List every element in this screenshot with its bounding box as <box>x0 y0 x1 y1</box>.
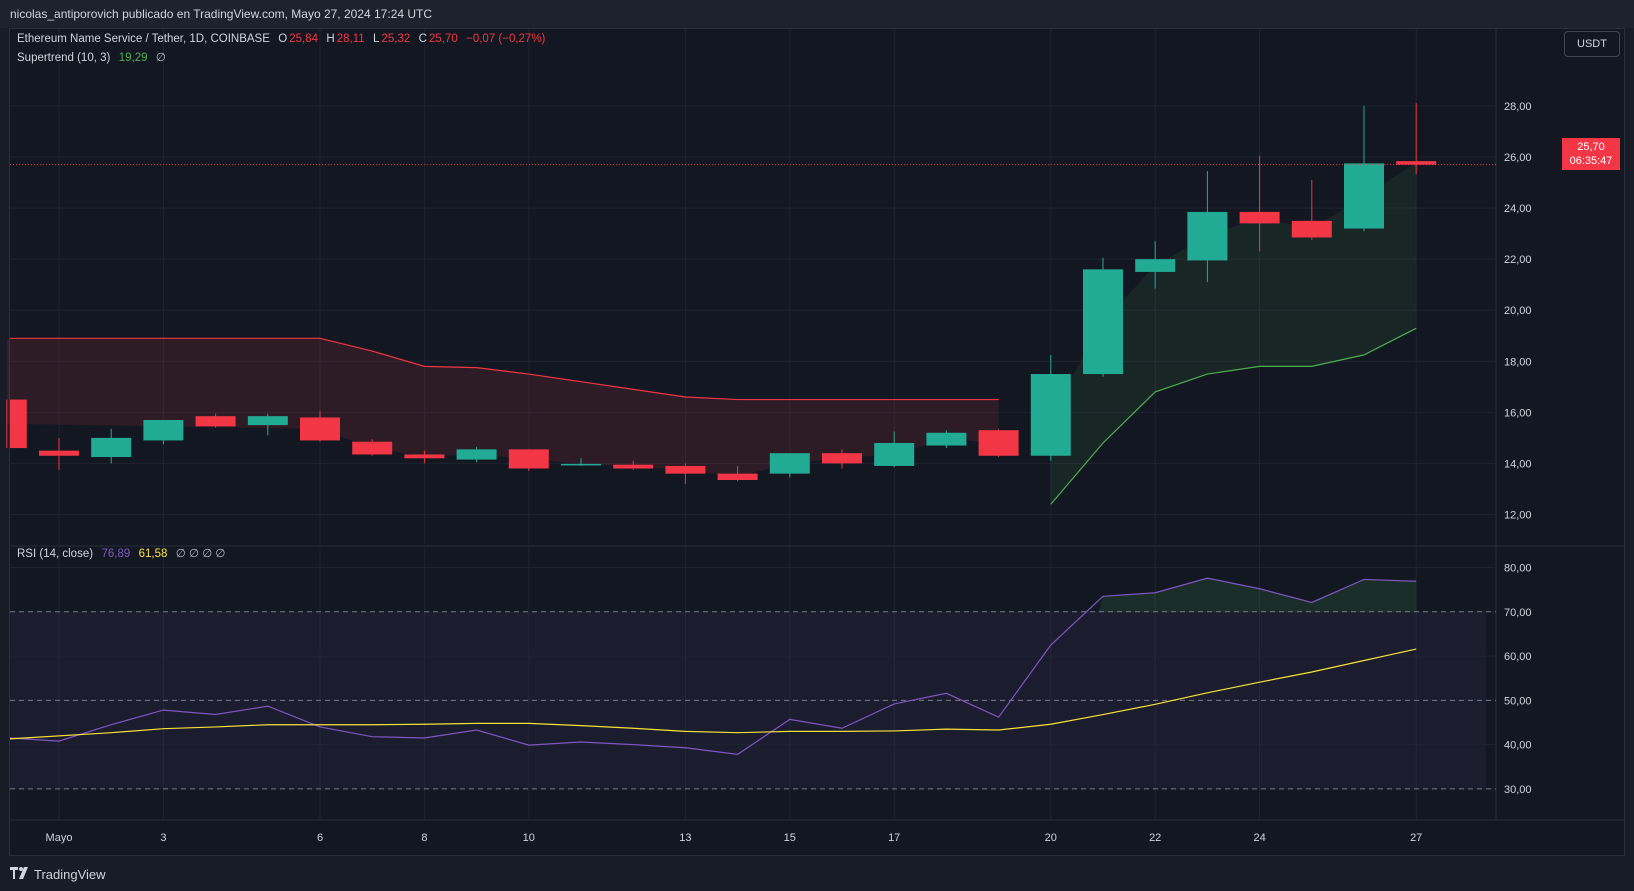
candle-body <box>1083 269 1123 375</box>
candle-body <box>1135 259 1176 272</box>
candle-body <box>300 417 340 441</box>
candle-body <box>91 437 132 458</box>
x-tick-label: 27 <box>1410 832 1422 844</box>
rsi-tick-label: 40,00 <box>1504 740 1532 752</box>
last-price-value: 25,70 <box>1577 141 1605 153</box>
supertrend-value: 19,29 <box>118 52 148 64</box>
candle-body <box>1030 374 1071 456</box>
x-tick-label: 24 <box>1253 832 1265 844</box>
tradingview-logo-text: TradingView <box>34 866 106 882</box>
x-tick-label: 22 <box>1149 832 1161 844</box>
rsi-line <box>9 577 1417 756</box>
close-label: C <box>418 33 427 45</box>
rsi-tick-label: 60,00 <box>1504 651 1532 663</box>
y-tick-label: 14,00 <box>1504 458 1532 470</box>
candle-body <box>1344 163 1384 229</box>
rsi-value: 76,89 <box>101 548 131 560</box>
supertrend-label[interactable]: Supertrend (10, 3) <box>17 52 111 64</box>
y-tick-label: 16,00 <box>1504 407 1532 419</box>
candle-body <box>1396 161 1437 165</box>
open-label: O <box>278 33 288 45</box>
candle-body <box>926 432 967 446</box>
rsi-ma-line <box>9 648 1417 740</box>
x-tick-label: 20 <box>1045 832 1057 844</box>
x-tick-label: Mayo <box>46 832 73 844</box>
main-legend: Ethereum Name Service / Tether, 1D, COIN… <box>17 33 547 45</box>
y-tick-label: 20,00 <box>1504 305 1532 317</box>
tradingview-logo[interactable]: TradingView <box>10 866 106 882</box>
supertrend-up-line <box>1050 327 1417 505</box>
candle-body <box>769 453 810 474</box>
supertrend-down-fill <box>6 338 999 477</box>
currency-button[interactable]: USDT <box>1564 31 1620 57</box>
rsi-tick-label: 30,00 <box>1504 784 1532 796</box>
bar-countdown: 06:35:47 <box>1569 155 1613 167</box>
x-tick-label: 8 <box>421 832 427 844</box>
candle-body <box>456 449 497 460</box>
rsi-tick-label: 70,00 <box>1504 607 1532 619</box>
candle-body <box>143 420 184 441</box>
footer-bar <box>0 857 1634 891</box>
rsi-extra: ∅ ∅ ∅ ∅ <box>175 548 226 560</box>
candle-body <box>561 463 601 466</box>
x-tick-label: 15 <box>784 832 796 844</box>
candle-body <box>39 450 79 456</box>
close-value: 25,70 <box>428 33 458 45</box>
candle-body <box>978 430 1019 456</box>
candle-body <box>404 454 445 459</box>
high-value: 28,11 <box>336 33 365 45</box>
candle-body <box>1187 211 1228 261</box>
y-tick-label: 24,00 <box>1504 203 1532 215</box>
candle-body <box>195 416 236 427</box>
rsi-ma-value: 61,58 <box>138 548 168 560</box>
y-tick-label: 22,00 <box>1504 254 1532 266</box>
candle-body <box>717 473 758 480</box>
candle-body <box>10 399 27 449</box>
x-tick-label: 3 <box>160 832 166 844</box>
supertrend-legend: Supertrend (10, 3) 19,29 ∅ <box>17 50 168 64</box>
y-tick-label: 18,00 <box>1504 356 1532 368</box>
y-tick-label: 28,00 <box>1504 101 1532 113</box>
rsi-overbought-fill <box>1098 578 1417 612</box>
candle-body <box>665 465 706 474</box>
rsi-legend: RSI (14, close) 76,89 61,58 ∅ ∅ ∅ ∅ <box>17 546 227 560</box>
rsi-tick-label: 50,00 <box>1504 695 1532 707</box>
candle-body <box>1291 220 1332 238</box>
candle-body <box>352 441 393 455</box>
x-tick-label: 17 <box>888 832 900 844</box>
supertrend-up-fill <box>1050 162 1417 505</box>
rsi-tick-label: 80,00 <box>1504 563 1532 575</box>
candle-body <box>613 464 654 469</box>
open-value: 25,84 <box>289 33 319 45</box>
low-value: 25,32 <box>381 33 411 45</box>
candle-body <box>874 442 915 466</box>
y-tick-label: 26,00 <box>1504 152 1532 164</box>
publisher-text: nicolas_antiporovich publicado en Tradin… <box>10 7 433 21</box>
change-value: −0,07 (−0,27%) <box>466 33 546 45</box>
rsi-label[interactable]: RSI (14, close) <box>17 548 94 560</box>
candle-body <box>822 453 862 464</box>
x-tick-label: 6 <box>317 832 323 844</box>
symbol-name[interactable]: Ethereum Name Service / Tether, 1D, COIN… <box>17 33 270 45</box>
candle-body <box>247 416 288 426</box>
supertrend-down-line <box>10 337 999 401</box>
publisher-bar: nicolas_antiporovich publicado en Tradin… <box>0 0 1634 28</box>
high-label: H <box>326 33 335 45</box>
x-tick-label: 10 <box>523 832 535 844</box>
x-tick-label: 13 <box>679 832 691 844</box>
candle-body <box>508 449 549 469</box>
supertrend-extra: ∅ <box>155 52 166 64</box>
candle-body <box>1239 211 1280 224</box>
low-label: L <box>373 33 380 45</box>
last-price-tag: 25,70 06:35:47 <box>1562 138 1620 170</box>
tradingview-logo-icon <box>10 866 30 882</box>
y-tick-label: 12,00 <box>1504 509 1532 521</box>
